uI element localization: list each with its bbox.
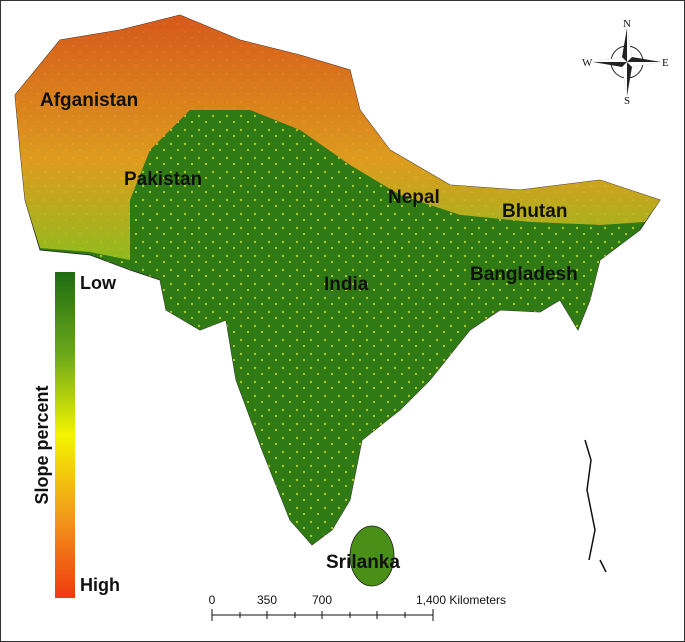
compass-w: W (582, 57, 593, 69)
legend-colorbar (55, 272, 75, 598)
scale-bar: 0 350 700 1,400 Kilometers (209, 593, 506, 621)
legend-low: Low (80, 273, 117, 293)
compass-s: S (624, 95, 630, 107)
country-label: Srilanka (326, 552, 400, 573)
scale-label: 700 (312, 593, 332, 607)
legend-high: High (80, 575, 120, 595)
landmass (14, 14, 661, 587)
scale-line (211, 609, 434, 621)
compass-star-light (593, 28, 661, 96)
plains (135, 110, 640, 545)
scale-label: 350 (257, 593, 277, 607)
compass-e: E (662, 57, 669, 69)
country-label: Pakistan (124, 169, 202, 190)
country-label: Bhutan (502, 201, 567, 222)
compass-n: N (623, 18, 631, 30)
scale-label: 0 (209, 593, 216, 607)
compass: N S E W (582, 18, 669, 107)
country-label: Nepal (388, 187, 440, 208)
scale-label: 1,400 Kilometers (416, 593, 506, 607)
compass-star (593, 28, 661, 96)
country-label: Afganistan (40, 90, 138, 111)
country-label: Bangladesh (470, 264, 578, 285)
sri-lanka (349, 525, 395, 587)
andaman-islands (584, 439, 607, 573)
country-label: India (324, 274, 369, 295)
mountain-slopes (15, 15, 660, 260)
legend-title: Slope percent (32, 385, 52, 504)
legend: Low High Slope percent (32, 272, 120, 598)
